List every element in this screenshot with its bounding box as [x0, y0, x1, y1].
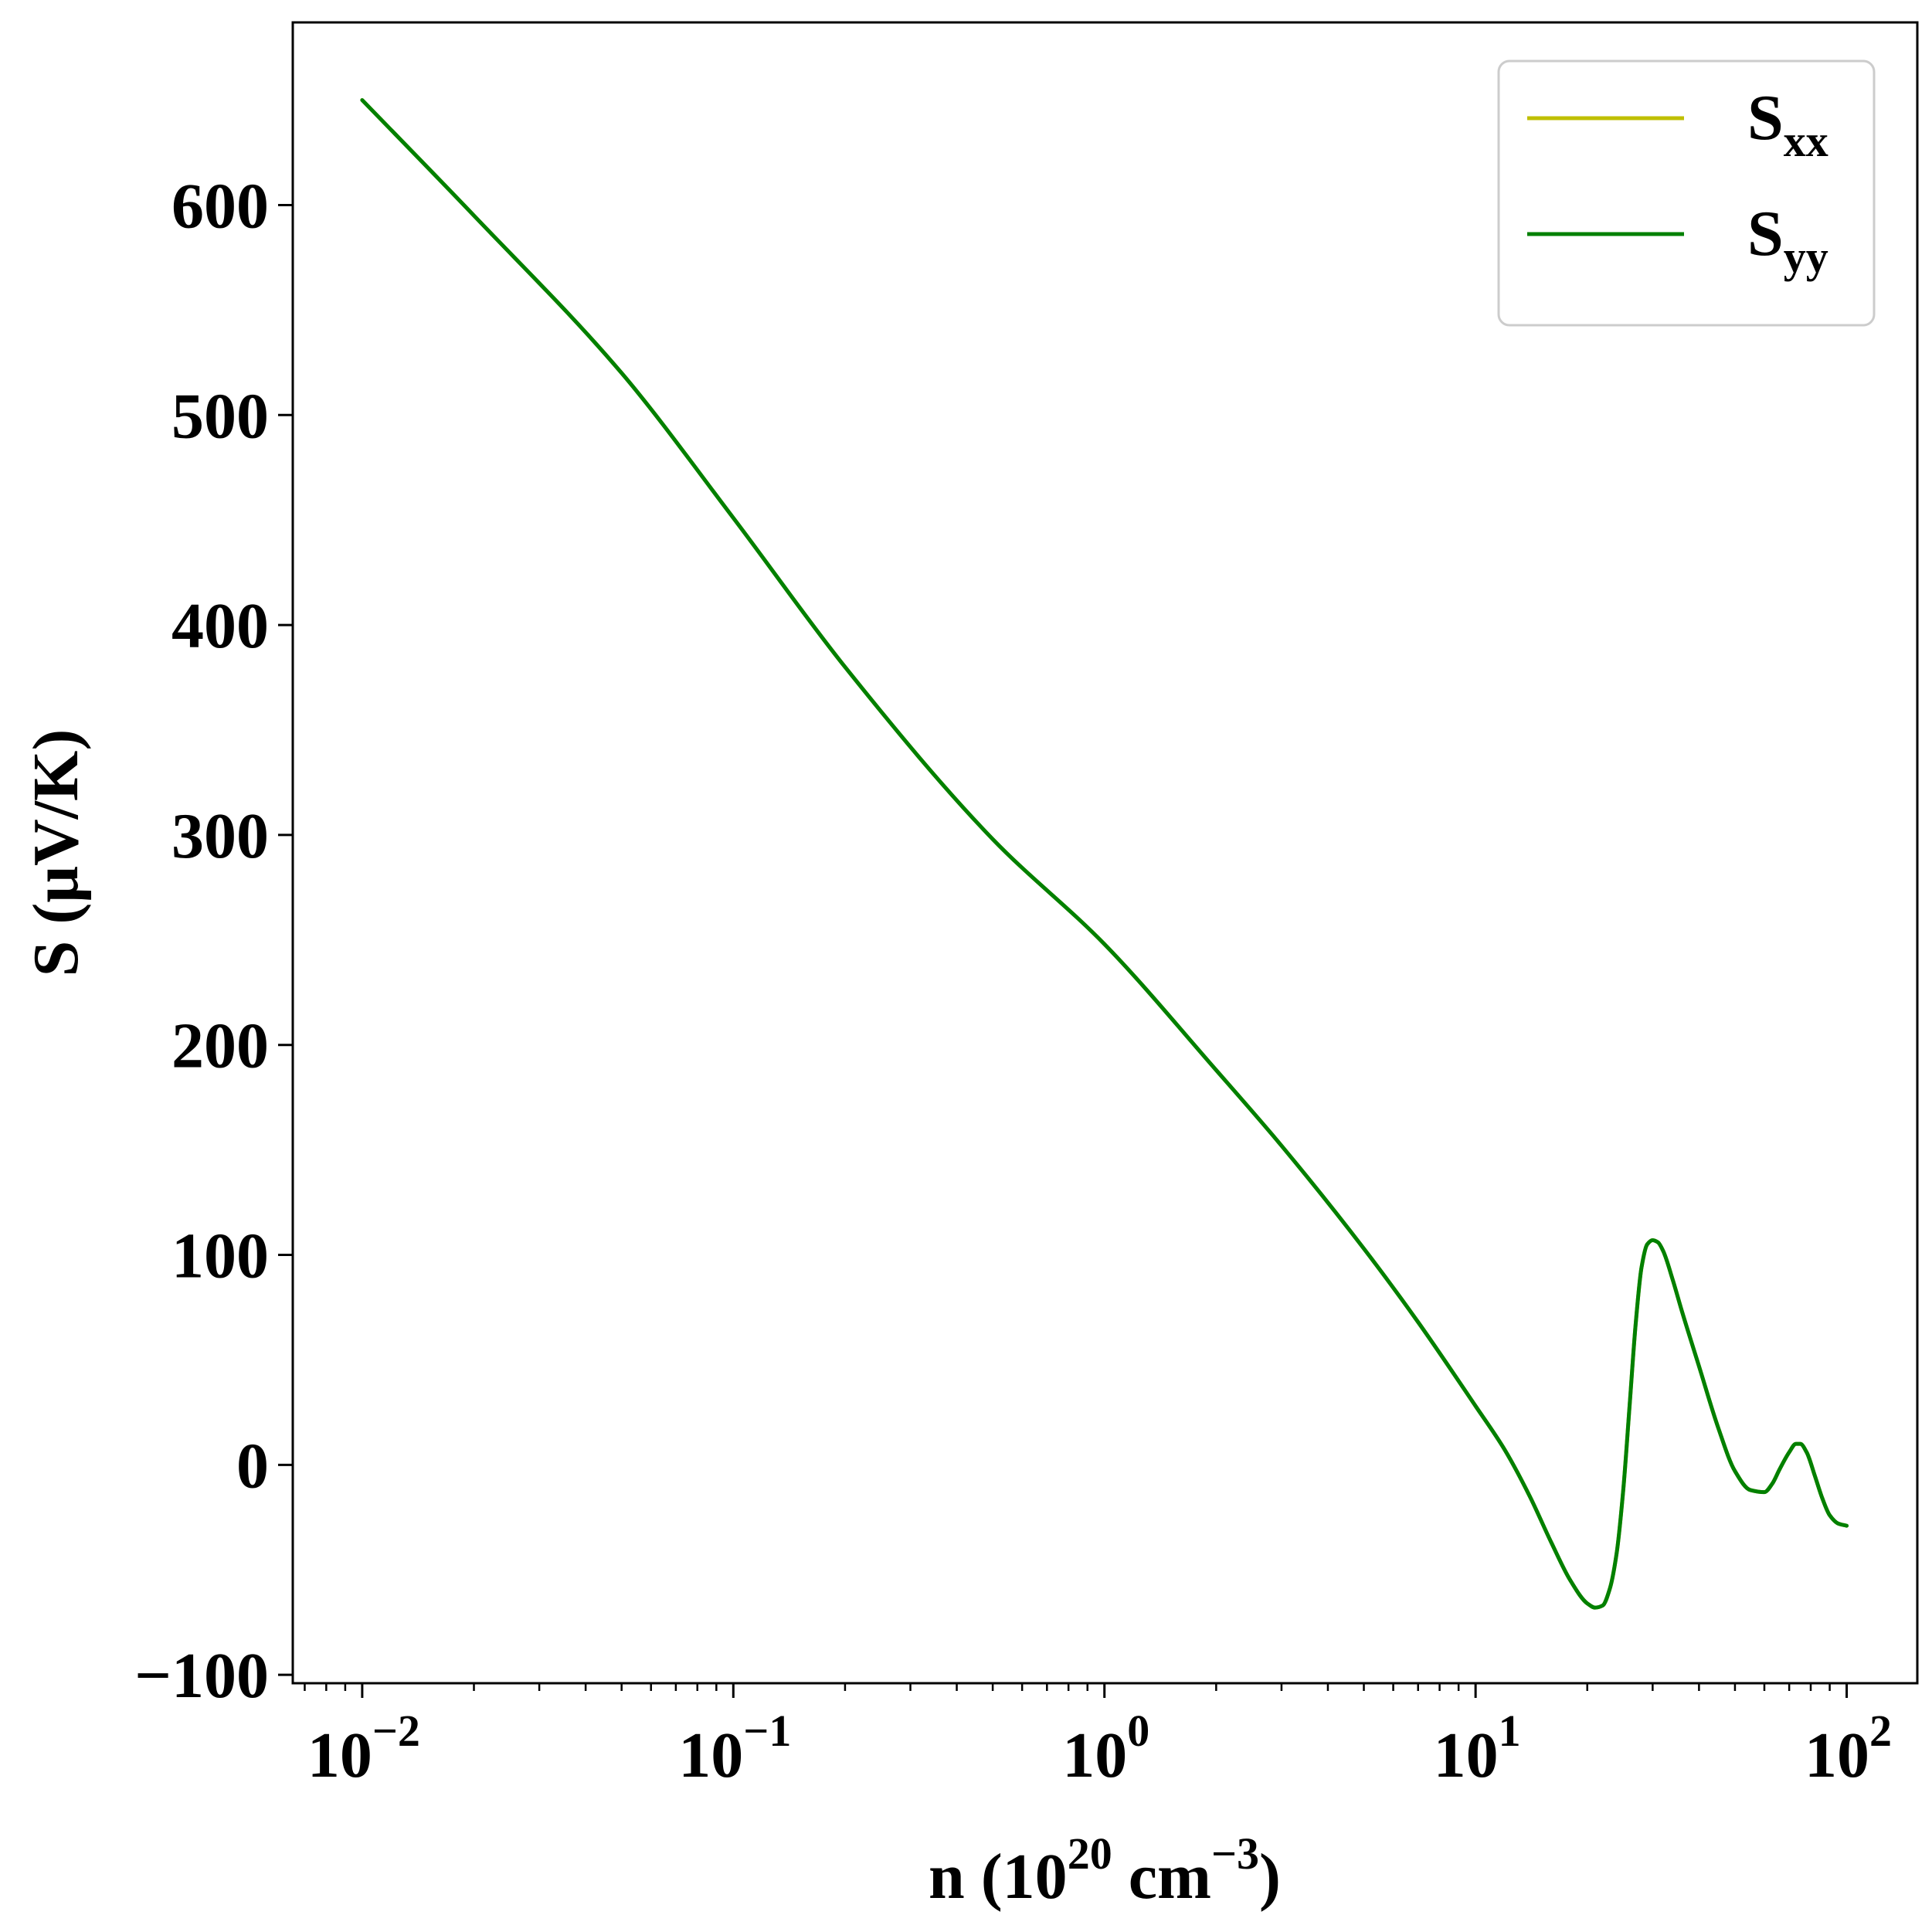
- x-axis-label-sup1: 20: [1068, 1828, 1112, 1879]
- y-axis-ticks: −100 0 100 200 300 400 500 600: [134, 170, 293, 1712]
- x-tick-label: 101: [1434, 1706, 1521, 1791]
- y-tick-label: 500: [171, 380, 269, 452]
- y-tick-label: 0: [236, 1430, 269, 1502]
- legend-label-sxx-subscript: xx: [1784, 116, 1828, 166]
- x-tick-label-exponent: −1: [743, 1706, 791, 1756]
- x-tick-label: 100: [1062, 1706, 1149, 1791]
- series-layer: [360, 98, 1849, 1610]
- x-tick-label-exponent: −2: [372, 1706, 420, 1756]
- legend-label-sxx: Sxx: [1747, 82, 1828, 166]
- x-tick-label-base: 10: [307, 1720, 372, 1791]
- y-tick-label: 200: [171, 1010, 269, 1082]
- y-axis-label: S (μV/K): [20, 729, 92, 977]
- legend-label-syy-name: S: [1747, 198, 1784, 270]
- legend-label-sxx-name: S: [1747, 82, 1784, 154]
- legend-box: [1497, 59, 1876, 327]
- x-axis-label-sup2: −3: [1211, 1828, 1259, 1879]
- y-tick-label: 600: [171, 170, 269, 242]
- y-tick-label: −100: [134, 1640, 269, 1712]
- x-axis-ticks: 10−2 10−1 100 101 102: [304, 1683, 1892, 1791]
- x-tick-label-exponent: 1: [1499, 1706, 1521, 1756]
- x-axis-label-base: n (10: [929, 1841, 1068, 1913]
- y-tick-label: 300: [171, 800, 269, 872]
- legend: Sxx Syy: [1497, 59, 1876, 327]
- x-tick-label: 10−2: [307, 1706, 420, 1791]
- x-axis-label: n (1020 cm−3): [929, 1828, 1281, 1913]
- x-tick-label: 102: [1805, 1706, 1892, 1791]
- x-tick-label-exponent: 2: [1869, 1706, 1892, 1756]
- x-tick-label-base: 10: [678, 1720, 743, 1791]
- x-axis-label-mid: cm: [1112, 1841, 1211, 1913]
- x-tick-label-base: 10: [1805, 1720, 1869, 1791]
- y-tick-label: 100: [171, 1221, 269, 1292]
- x-tick-label-base: 10: [1062, 1720, 1127, 1791]
- legend-label-syy: Syy: [1747, 198, 1828, 282]
- x-tick-label-exponent: 0: [1127, 1706, 1149, 1756]
- x-axis-label-end: ): [1259, 1841, 1281, 1913]
- legend-label-syy-subscript: yy: [1784, 232, 1828, 282]
- series-line-syy: [360, 98, 1849, 1610]
- x-tick-label: 10−1: [678, 1706, 791, 1791]
- y-tick-label: 400: [171, 590, 269, 662]
- x-tick-label-base: 10: [1434, 1720, 1499, 1791]
